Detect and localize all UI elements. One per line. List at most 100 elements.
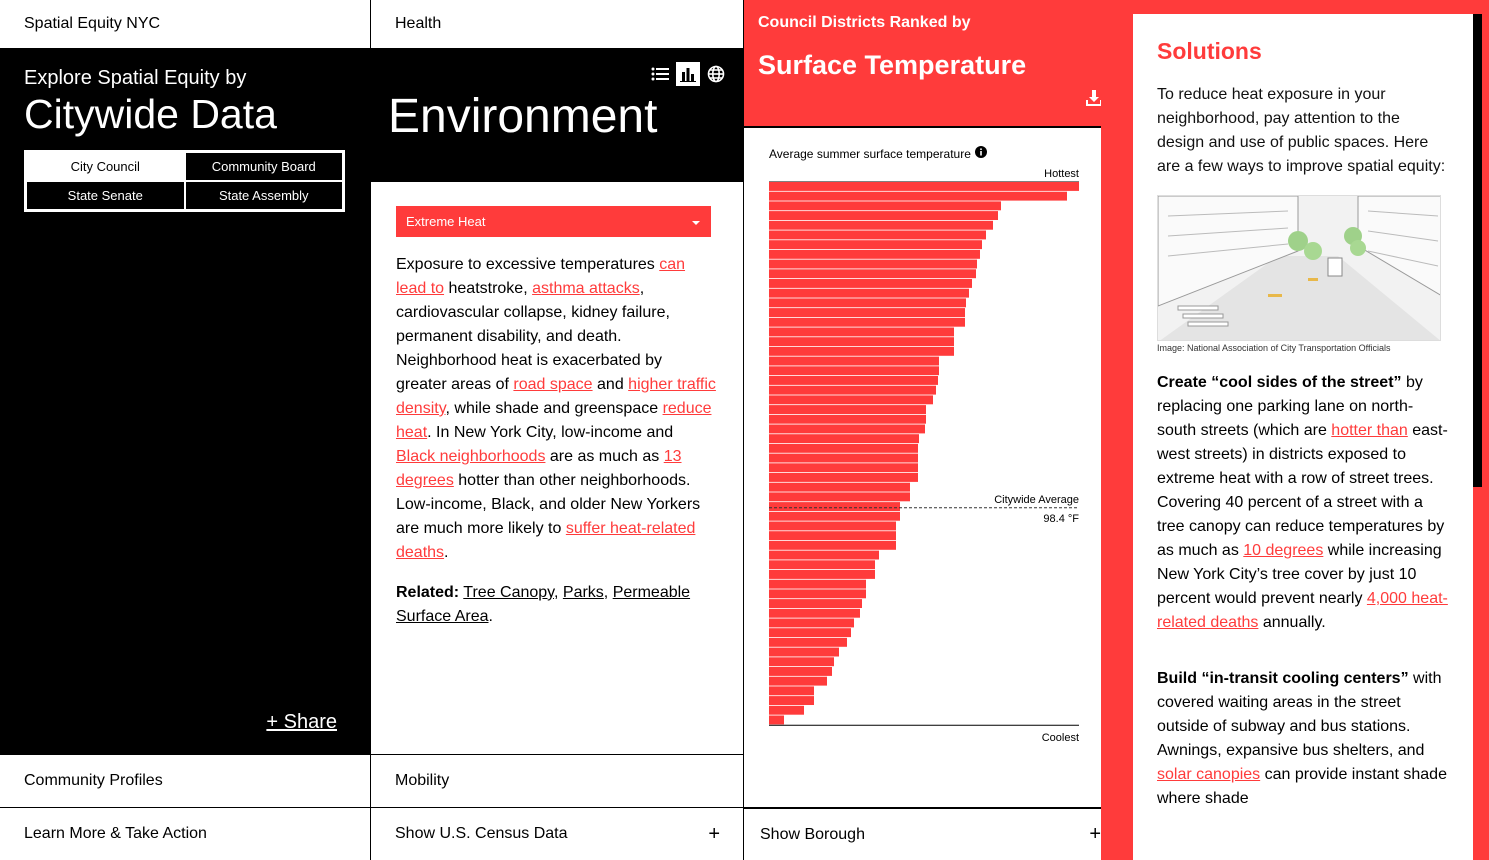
- source-link[interactable]: 13 degrees: [396, 448, 682, 489]
- chart-bar[interactable]: [769, 637, 847, 647]
- info-icon[interactable]: [974, 146, 987, 161]
- chart-bar[interactable]: [769, 191, 1067, 201]
- chart-bar[interactable]: [769, 453, 918, 463]
- metric-description: Exposure to excessive temperatures can l…: [396, 253, 716, 629]
- show-borough-label: Show Borough: [760, 825, 865, 843]
- chart-bar[interactable]: [769, 327, 954, 337]
- chart-bar[interactable]: [769, 230, 986, 240]
- chart-bar[interactable]: [769, 686, 814, 696]
- share-button[interactable]: + Share: [266, 711, 337, 733]
- community-board-button[interactable]: Community Board: [184, 152, 343, 181]
- chart-bar[interactable]: [769, 560, 875, 570]
- source-link[interactable]: reduce heat: [396, 400, 712, 441]
- chart-bar[interactable]: [769, 414, 926, 424]
- chart-bar[interactable]: [769, 269, 976, 279]
- chart-bar[interactable]: [769, 608, 860, 618]
- chart-bar[interactable]: [769, 279, 972, 288]
- chart-bar[interactable]: [769, 492, 910, 502]
- city-council-button[interactable]: City Council: [26, 152, 185, 181]
- chart-bar[interactable]: [769, 240, 982, 250]
- chart-bar[interactable]: [769, 463, 918, 473]
- chart-bar[interactable]: [769, 366, 939, 376]
- chart-subtitle: Council Districts Ranked by: [758, 14, 971, 31]
- bar-chart-icon[interactable]: [676, 62, 700, 86]
- chart-bar[interactable]: [769, 259, 977, 269]
- chart-bar[interactable]: [769, 317, 965, 327]
- chart-bar[interactable]: [769, 570, 875, 579]
- chart-bar[interactable]: [769, 705, 804, 715]
- source-link[interactable]: Black neighborhoods: [396, 448, 546, 465]
- chart-bar[interactable]: [769, 667, 832, 676]
- scrollbar[interactable]: [1473, 14, 1482, 487]
- chart-bar[interactable]: [769, 521, 896, 531]
- source-link[interactable]: solar canopies: [1157, 766, 1261, 783]
- chart-bar[interactable]: [769, 395, 933, 405]
- chart-bar[interactable]: [769, 211, 998, 220]
- source-link[interactable]: road space: [513, 376, 593, 393]
- chart-bar[interactable]: [769, 385, 936, 395]
- chart-bar[interactable]: [769, 715, 784, 725]
- chart-bar[interactable]: [769, 434, 919, 444]
- learn-more-row[interactable]: Learn More & Take Action: [0, 807, 370, 860]
- chart-bar[interactable]: [769, 405, 926, 414]
- globe-icon[interactable]: [704, 62, 728, 86]
- source-link[interactable]: can lead to: [396, 256, 686, 297]
- chart-bar[interactable]: [769, 550, 879, 560]
- census-data-toggle[interactable]: Show U.S. Census Data +: [371, 807, 743, 860]
- chart-bar[interactable]: [769, 443, 918, 453]
- chart-bar[interactable]: [769, 249, 980, 259]
- source-link[interactable]: hotter than: [1331, 422, 1408, 439]
- chart-bar[interactable]: [769, 376, 938, 385]
- chart-bar[interactable]: [769, 579, 866, 589]
- street-illustration: [1157, 195, 1441, 341]
- chart-bar[interactable]: [769, 657, 834, 667]
- learn-more-label: Learn More & Take Action: [24, 825, 207, 842]
- solutions-title: Solutions: [1157, 38, 1262, 64]
- mobility-label: Mobility: [395, 772, 450, 789]
- chart-bar[interactable]: [769, 182, 1079, 191]
- related-link-permeable-surface[interactable]: Permeable Surface Area: [396, 584, 691, 625]
- chart-bar[interactable]: [769, 647, 839, 657]
- chart-bar[interactable]: [769, 618, 854, 628]
- citywide-average-label: Citywide Average: [994, 494, 1079, 506]
- source-link[interactable]: 10 degrees: [1243, 542, 1324, 559]
- metric-select[interactable]: Extreme Heat: [396, 206, 711, 237]
- chart-bar[interactable]: [769, 502, 900, 511]
- chart-bar[interactable]: [769, 540, 896, 550]
- chart-bar[interactable]: [769, 482, 910, 492]
- chart-bar[interactable]: [769, 308, 965, 317]
- chart-bar[interactable]: [769, 201, 1001, 211]
- chart-bar[interactable]: [769, 589, 866, 599]
- chart-bar[interactable]: [769, 337, 954, 347]
- category-bar[interactable]: Health: [371, 0, 743, 49]
- mobility-row[interactable]: Mobility: [371, 754, 743, 807]
- state-senate-button[interactable]: State Senate: [26, 181, 185, 210]
- source-link[interactable]: asthma attacks: [532, 280, 640, 297]
- plus-icon: +: [708, 822, 720, 845]
- chart-bar[interactable]: [769, 628, 851, 638]
- source-link[interactable]: higher traffic density: [396, 376, 716, 417]
- chart-bar[interactable]: [769, 511, 900, 521]
- state-assembly-button[interactable]: State Assembly: [184, 181, 343, 210]
- chart-bar[interactable]: [769, 356, 939, 366]
- show-borough-toggle[interactable]: Show Borough +: [744, 807, 1117, 860]
- chart-bar[interactable]: [769, 696, 814, 705]
- source-link[interactable]: 4,000 heat-related deaths: [1157, 590, 1448, 631]
- chart-bar[interactable]: [769, 531, 896, 541]
- chart-bar[interactable]: [769, 424, 925, 434]
- site-title-bar[interactable]: Spatial Equity NYC: [0, 0, 370, 49]
- site-title[interactable]: Spatial Equity NYC: [24, 15, 161, 32]
- chart-bar[interactable]: [769, 220, 993, 230]
- chart-bar[interactable]: [769, 346, 954, 356]
- chart-bar[interactable]: [769, 473, 918, 482]
- list-icon[interactable]: [648, 62, 672, 86]
- related-link-parks[interactable]: Parks: [562, 584, 604, 601]
- chart-bar[interactable]: [769, 298, 966, 308]
- chart-bar[interactable]: [769, 599, 862, 608]
- chart-bar[interactable]: [769, 288, 969, 298]
- chart-bar[interactable]: [769, 676, 827, 686]
- related-link-tree-canopy[interactable]: Tree Canopy: [463, 584, 554, 601]
- column-divider: [1101, 0, 1117, 860]
- source-link[interactable]: suffer heat-related deaths: [396, 520, 696, 561]
- community-profiles-row[interactable]: Community Profiles: [0, 754, 370, 807]
